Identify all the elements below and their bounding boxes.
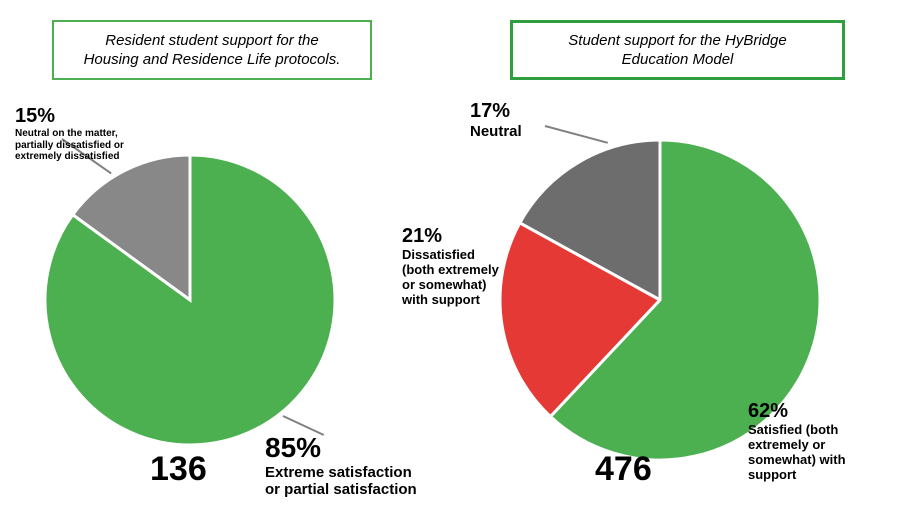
right-count: 476 <box>595 450 652 489</box>
right-title: Student support for the HyBridge Educati… <box>568 31 786 70</box>
right-title-box: Student support for the HyBridge Educati… <box>510 20 845 80</box>
left-big-desc: Extreme satisfaction or partial satisfac… <box>265 464 465 499</box>
right-panel: Student support for the HyBridge Educati… <box>450 0 900 506</box>
right-dis-desc: Dissatisfied (both extremely or somewhat… <box>402 248 522 308</box>
right-sat-pct: 62% <box>748 400 898 423</box>
right-label-dis: 21% Dissatisfied (both extremely or some… <box>402 225 522 308</box>
left-label-small: 15% Neutral on the matter, partially dis… <box>15 105 185 163</box>
left-pie <box>40 150 340 450</box>
right-dis-pct: 21% <box>402 225 522 248</box>
right-neutral-desc: Neutral <box>470 123 590 140</box>
right-label-neutral: 17% Neutral <box>470 100 590 140</box>
left-title-box: Resident student support for the Housing… <box>52 20 372 80</box>
left-label-big: 85% Extreme satisfaction or partial sati… <box>265 432 465 499</box>
left-small-pct: 15% <box>15 105 185 128</box>
left-title: Resident student support for the Housing… <box>84 31 341 70</box>
right-label-sat: 62% Satisfied (both extremely or somewha… <box>748 400 898 483</box>
left-panel: Resident student support for the Housing… <box>0 0 450 506</box>
left-count: 136 <box>150 450 207 489</box>
right-sat-desc: Satisfied (both extremely or somewhat) w… <box>748 423 898 483</box>
left-small-desc: Neutral on the matter, partially dissati… <box>15 128 185 163</box>
right-neutral-pct: 17% <box>470 100 590 123</box>
left-big-pct: 85% <box>265 432 465 464</box>
